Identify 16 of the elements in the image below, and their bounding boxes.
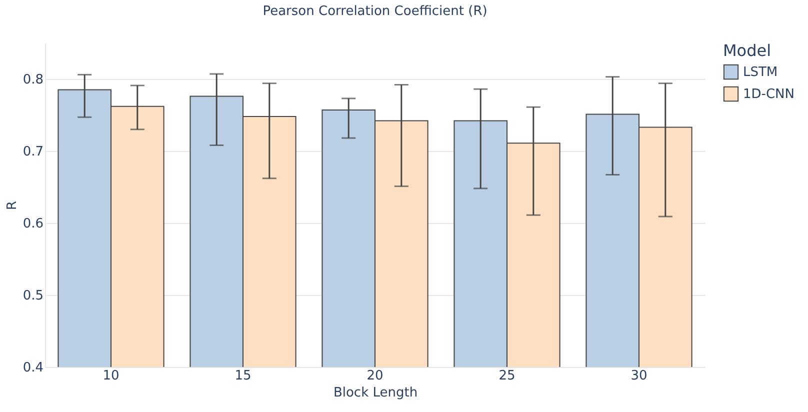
legend-label: 1D-CNN xyxy=(743,87,794,102)
legend-title: Model xyxy=(723,41,772,60)
y-tick-label: 0.5 xyxy=(22,288,44,304)
x-tick-label: 10 xyxy=(102,368,120,384)
chart-title: Pearson Correlation Coefficient (R) xyxy=(262,4,488,19)
x-tick-label: 25 xyxy=(498,368,516,384)
y-tick-label: 0.4 xyxy=(22,360,44,376)
x-tick-label: 20 xyxy=(366,368,384,384)
legend-label: LSTM xyxy=(743,65,778,80)
y-tick-label: 0.7 xyxy=(22,144,44,160)
y-axis-title: R xyxy=(4,200,20,210)
x-tick-label: 15 xyxy=(234,368,252,384)
y-tick-label: 0.8 xyxy=(22,72,44,88)
x-axis-title: Block Length xyxy=(333,386,418,400)
y-tick-label: 0.6 xyxy=(22,216,44,232)
x-tick-label: 30 xyxy=(630,368,648,384)
